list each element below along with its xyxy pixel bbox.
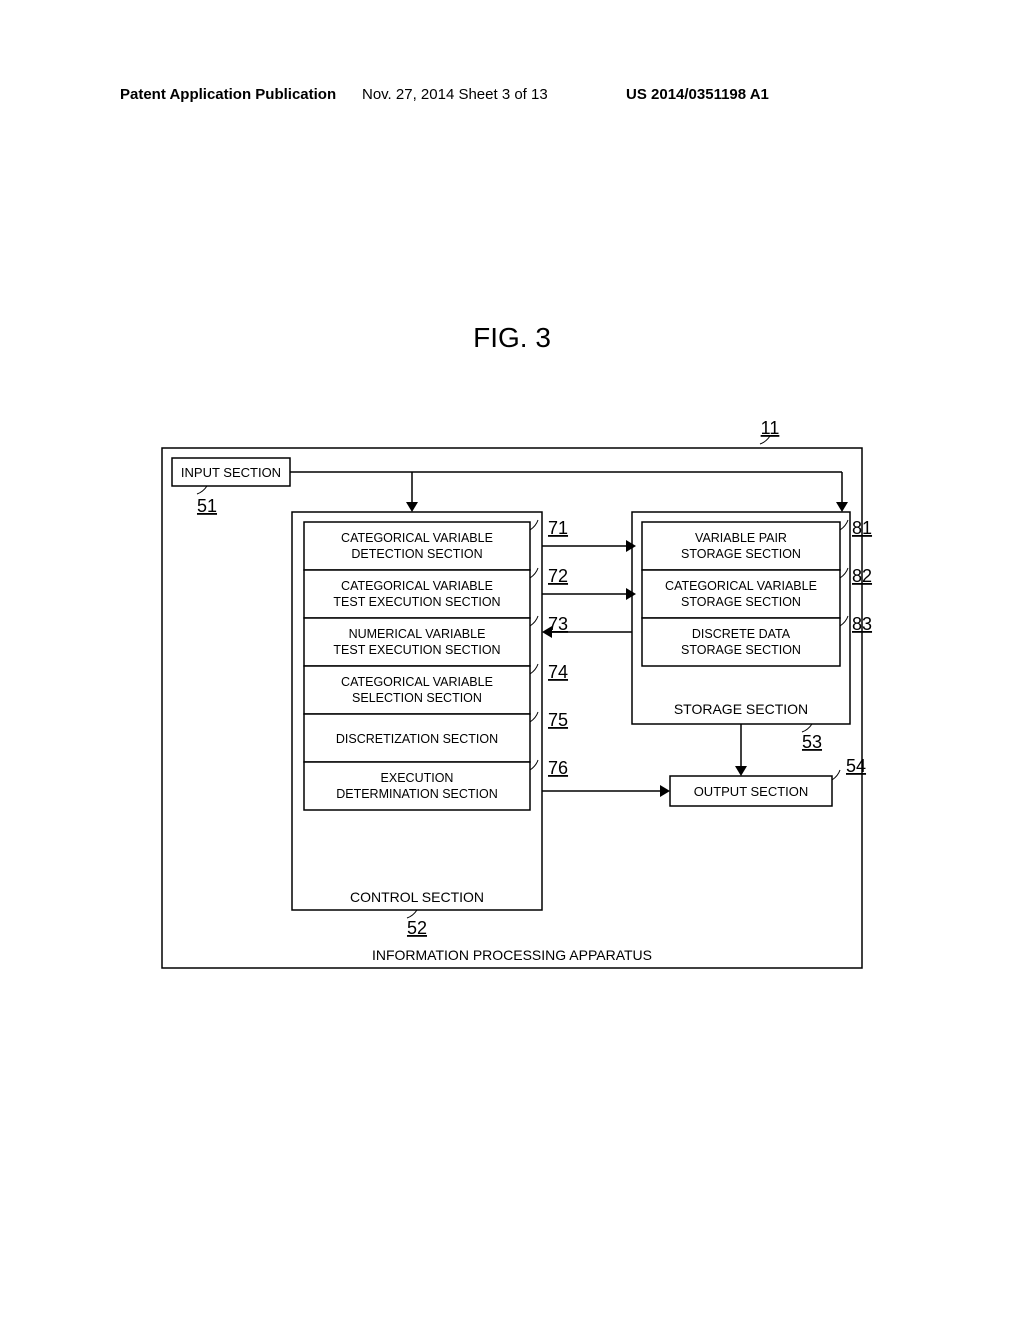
svg-text:TEST EXECUTION SECTION: TEST EXECUTION SECTION bbox=[333, 643, 500, 657]
ref-53: 53 bbox=[802, 732, 822, 752]
svg-text:71: 71 bbox=[548, 518, 568, 538]
svg-text:CATEGORICAL VARIABLE: CATEGORICAL VARIABLE bbox=[665, 579, 817, 593]
svg-text:STORAGE SECTION: STORAGE SECTION bbox=[681, 595, 801, 609]
control-item-71: CATEGORICAL VARIABLE DETECTION SECTION 7… bbox=[304, 518, 568, 570]
ref-52: 52 bbox=[407, 918, 427, 938]
storage-section-label: STORAGE SECTION bbox=[674, 701, 808, 717]
page: Patent Application Publication Nov. 27, … bbox=[0, 0, 1024, 1320]
storage-item-81: VARIABLE PAIR STORAGE SECTION 81 bbox=[642, 518, 872, 570]
output-section-label: OUTPUT SECTION bbox=[694, 784, 809, 799]
svg-text:DISCRETE DATA: DISCRETE DATA bbox=[692, 627, 791, 641]
figure-title: FIG. 3 bbox=[0, 322, 1024, 354]
ref-11: 11 bbox=[761, 418, 780, 438]
svg-text:STORAGE SECTION: STORAGE SECTION bbox=[681, 643, 801, 657]
svg-text:DISCRETIZATION SECTION: DISCRETIZATION SECTION bbox=[336, 732, 498, 746]
svg-text:82: 82 bbox=[852, 566, 872, 586]
svg-text:CATEGORICAL VARIABLE: CATEGORICAL VARIABLE bbox=[341, 531, 493, 545]
storage-item-82: CATEGORICAL VARIABLE STORAGE SECTION 82 bbox=[642, 566, 872, 618]
control-item-73: NUMERICAL VARIABLE TEST EXECUTION SECTIO… bbox=[304, 614, 568, 666]
storage-item-83: DISCRETE DATA STORAGE SECTION 83 bbox=[642, 614, 872, 666]
svg-text:SELECTION SECTION: SELECTION SECTION bbox=[352, 691, 482, 705]
input-section-label: INPUT SECTION bbox=[181, 465, 281, 480]
header-publication: Patent Application Publication bbox=[120, 86, 336, 103]
control-item-72: CATEGORICAL VARIABLE TEST EXECUTION SECT… bbox=[304, 566, 568, 618]
svg-text:72: 72 bbox=[548, 566, 568, 586]
control-item-75: DISCRETIZATION SECTION 75 bbox=[304, 710, 568, 762]
ref-54: 54 bbox=[846, 756, 866, 776]
svg-text:TEST EXECUTION SECTION: TEST EXECUTION SECTION bbox=[333, 595, 500, 609]
header-date-sheet: Nov. 27, 2014 Sheet 3 of 13 bbox=[362, 86, 548, 103]
svg-text:VARIABLE PAIR: VARIABLE PAIR bbox=[695, 531, 787, 545]
svg-text:EXECUTION: EXECUTION bbox=[381, 771, 454, 785]
control-section-label: CONTROL SECTION bbox=[350, 889, 484, 905]
svg-text:81: 81 bbox=[852, 518, 872, 538]
svg-text:CATEGORICAL VARIABLE: CATEGORICAL VARIABLE bbox=[341, 579, 493, 593]
control-item-74: CATEGORICAL VARIABLE SELECTION SECTION 7… bbox=[304, 662, 568, 714]
ref-51: 51 bbox=[197, 496, 217, 516]
control-item-76: EXECUTION DETERMINATION SECTION 76 bbox=[304, 758, 568, 810]
svg-text:NUMERICAL VARIABLE: NUMERICAL VARIABLE bbox=[349, 627, 486, 641]
svg-text:83: 83 bbox=[852, 614, 872, 634]
outer-label: INFORMATION PROCESSING APPARATUS bbox=[372, 947, 652, 963]
svg-text:CATEGORICAL VARIABLE: CATEGORICAL VARIABLE bbox=[341, 675, 493, 689]
svg-text:DETERMINATION SECTION: DETERMINATION SECTION bbox=[336, 787, 498, 801]
svg-text:76: 76 bbox=[548, 758, 568, 778]
svg-text:75: 75 bbox=[548, 710, 568, 730]
svg-text:74: 74 bbox=[548, 662, 568, 682]
diagram: 11 INFORMATION PROCESSING APPARATUS INPU… bbox=[152, 412, 872, 982]
svg-text:STORAGE SECTION: STORAGE SECTION bbox=[681, 547, 801, 561]
svg-text:DETECTION SECTION: DETECTION SECTION bbox=[351, 547, 482, 561]
header-pubnumber: US 2014/0351198 A1 bbox=[626, 86, 769, 103]
